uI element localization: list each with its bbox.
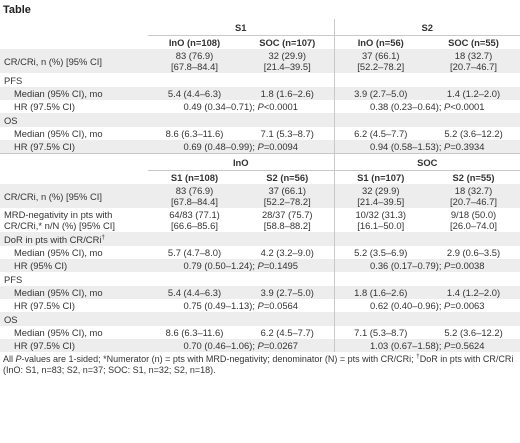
hr-cell: 0.94 (0.58–1.53); P=0.3934 bbox=[333, 140, 520, 154]
section-row: OS bbox=[0, 113, 520, 127]
row-label: Median (95% CI), mo bbox=[0, 326, 148, 339]
table-row: HR (97.5% CI) 0.75 (0.49–1.13); P=0.0564… bbox=[0, 299, 520, 312]
section-row: PFS bbox=[0, 73, 520, 87]
table-footnote: All P-values are 1-sided; *Numerator (n)… bbox=[3, 353, 514, 375]
table-cell: 6.2 (4.5–7.7) bbox=[241, 326, 334, 339]
table-cell: 5.4 (4.4–6.3) bbox=[148, 286, 241, 299]
table-row: Median (95% CI), mo 8.6 (6.3–11.6) 6.2 (… bbox=[0, 326, 520, 339]
row-label: CR/CRi, n (%) [95% CI] bbox=[0, 184, 148, 208]
table-cell: 9/18 (50.0) [26.0–74.0] bbox=[427, 208, 520, 232]
row-label: Median (95% CI), mo bbox=[0, 246, 148, 259]
group-header-row: S1 S2 bbox=[0, 19, 520, 36]
table-row: Median (95% CI), mo 5.7 (4.7–8.0) 4.2 (3… bbox=[0, 246, 520, 259]
group-header-s2: S2 bbox=[333, 19, 520, 36]
hr-cell: 0.62 (0.40–0.96); P=0.0063 bbox=[333, 299, 520, 312]
table-cell: 1.8 (1.6–2.6) bbox=[241, 87, 334, 100]
row-label: Median (95% CI), mo bbox=[0, 87, 148, 100]
hr-cell: 0.36 (0.17–0.79); P=0.0038 bbox=[333, 259, 520, 272]
table-cell: 2.9 (0.6–3.5) bbox=[427, 246, 520, 259]
table-cell: 83 (76.9) [67.8–84.4] bbox=[148, 49, 241, 73]
table-row: HR (97.5% CI) 0.70 (0.46–1.06); P=0.0267… bbox=[0, 339, 520, 352]
col-header: InO (n=56) bbox=[333, 35, 427, 49]
row-label: MRD-negativity in pts with CR/CRi,* n/N (… bbox=[0, 208, 148, 232]
row-label: HR (97.5% CI) bbox=[0, 140, 148, 154]
table-row: HR (97.5% CI) 0.49 (0.34–0.71); P<0.0001… bbox=[0, 100, 520, 113]
table-cell: 83 (76.9) [67.8–84.4] bbox=[148, 184, 241, 208]
section-row: OS bbox=[0, 312, 520, 326]
section-label: PFS bbox=[0, 73, 148, 87]
row-label: Median (95% CI), mo bbox=[0, 127, 148, 140]
table-row: HR (97.5% CI) 0.69 (0.48–0.99); P=0.0094… bbox=[0, 140, 520, 154]
table-cell: 18 (32.7) [20.7–46.7] bbox=[427, 184, 520, 208]
col-header: S1 (n=107) bbox=[333, 170, 427, 184]
table-row: MRD-negativity in pts with CR/CRi,* n/N (… bbox=[0, 208, 520, 232]
table-cell: 1.4 (1.2–2.0) bbox=[427, 87, 520, 100]
table-cell: 64/83 (77.1) [66.6–85.6] bbox=[148, 208, 241, 232]
table-caption: Table bbox=[3, 4, 31, 16]
row-label: HR (97.5% CI) bbox=[0, 339, 148, 352]
section-label: DoR in pts with CR/CRi† bbox=[0, 232, 148, 246]
table-cell: 8.6 (6.3–11.6) bbox=[148, 127, 241, 140]
section-row: PFS bbox=[0, 272, 520, 286]
table-cell: 5.7 (4.7–8.0) bbox=[148, 246, 241, 259]
table-row: CR/CRi, n (%) [95% CI] 83 (76.9) [67.8–84… bbox=[0, 184, 520, 208]
col-header: InO (n=108) bbox=[148, 35, 241, 49]
hr-cell: 0.69 (0.48–0.99); P=0.0094 bbox=[148, 140, 334, 154]
table-cell: 3.9 (2.7–5.0) bbox=[241, 286, 334, 299]
section-label: OS bbox=[0, 113, 148, 127]
table-cell: 5.2 (3.6–12.2) bbox=[427, 127, 520, 140]
table-row: Median (95% CI), mo 8.6 (6.3–11.6) 7.1 (… bbox=[0, 127, 520, 140]
table-row: Median (95% CI), mo 5.4 (4.4–6.3) 1.8 (1… bbox=[0, 87, 520, 100]
sub-header-row: S1 (n=108) S2 (n=56) S1 (n=107) S2 (n=55… bbox=[0, 170, 520, 184]
col-header: S2 (n=56) bbox=[241, 170, 334, 184]
col-header: S1 (n=108) bbox=[148, 170, 241, 184]
table-cell: 32 (29.9) [21.4–39.5] bbox=[333, 184, 427, 208]
table-cell: 7.1 (5.3–8.7) bbox=[241, 127, 334, 140]
group-header-s1: S1 bbox=[148, 19, 334, 36]
sub-header-row: InO (n=108) SOC (n=107) InO (n=56) SOC (… bbox=[0, 35, 520, 49]
section-label: OS bbox=[0, 312, 148, 326]
col-header: SOC (n=55) bbox=[427, 35, 520, 49]
table-row: Median (95% CI), mo 5.4 (4.4–6.3) 3.9 (2… bbox=[0, 286, 520, 299]
table-cell: 18 (32.7) [20.7–46.7] bbox=[427, 49, 520, 73]
table-cell: 28/37 (75.7) [58.8–88.2] bbox=[241, 208, 334, 232]
table-cell: 7.1 (5.3–8.7) bbox=[333, 326, 427, 339]
row-label: Median (95% CI), mo bbox=[0, 286, 148, 299]
table-cell: 10/32 (31.3) [16.1–50.0] bbox=[333, 208, 427, 232]
table-cell: 37 (66.1) [52.2–78.2] bbox=[241, 184, 334, 208]
table-cell: 1.4 (1.2–2.0) bbox=[427, 286, 520, 299]
table-cell: 5.2 (3.5–6.9) bbox=[333, 246, 427, 259]
row-label: HR (97.5% CI) bbox=[0, 299, 148, 312]
table-cell: 6.2 (4.5–7.7) bbox=[333, 127, 427, 140]
row-label: CR/CRi, n (%) [95% CI] bbox=[0, 49, 148, 73]
table-row: CR/CRi, n (%) [95% CI] 83 (76.9) [67.8–84… bbox=[0, 49, 520, 73]
row-label: HR (97.5% CI) bbox=[0, 100, 148, 113]
hr-cell: 1.03 (0.67–1.58); P=0.5624 bbox=[333, 339, 520, 352]
group-header-ino: InO bbox=[148, 153, 334, 171]
table-cell: 32 (29.9) [21.4–39.5] bbox=[241, 49, 334, 73]
table-cell: 3.9 (2.7–5.0) bbox=[333, 87, 427, 100]
results-table: S1 S2 InO (n=108) SOC (n=107) InO (n=56)… bbox=[0, 19, 520, 352]
table-row: HR (95% CI) 0.79 (0.50–1.24); P=0.1495 0… bbox=[0, 259, 520, 272]
col-header: SOC (n=107) bbox=[241, 35, 334, 49]
table-cell: 5.4 (4.4–6.3) bbox=[148, 87, 241, 100]
hr-cell: 0.79 (0.50–1.24); P=0.1495 bbox=[148, 259, 334, 272]
section-row: DoR in pts with CR/CRi† bbox=[0, 232, 520, 246]
hr-cell: 0.70 (0.46–1.06); P=0.0267 bbox=[148, 339, 334, 352]
table-cell: 4.2 (3.2–9.0) bbox=[241, 246, 334, 259]
section-label: PFS bbox=[0, 272, 148, 286]
table-cell: 8.6 (6.3–11.6) bbox=[148, 326, 241, 339]
hr-cell: 0.49 (0.34–0.71); P<0.0001 bbox=[148, 100, 334, 113]
table-cell: 37 (66.1) [52.2–78.2] bbox=[333, 49, 427, 73]
group-header-row: InO SOC bbox=[0, 153, 520, 171]
group-header-soc: SOC bbox=[333, 153, 520, 171]
hr-cell: 0.38 (0.23–0.64); P<0.0001 bbox=[333, 100, 520, 113]
table-cell: 1.8 (1.6–2.6) bbox=[333, 286, 427, 299]
table-cell: 5.2 (3.6–12.2) bbox=[427, 326, 520, 339]
hr-cell: 0.75 (0.49–1.13); P=0.0564 bbox=[148, 299, 334, 312]
row-label: HR (95% CI) bbox=[0, 259, 148, 272]
col-header: S2 (n=55) bbox=[427, 170, 520, 184]
